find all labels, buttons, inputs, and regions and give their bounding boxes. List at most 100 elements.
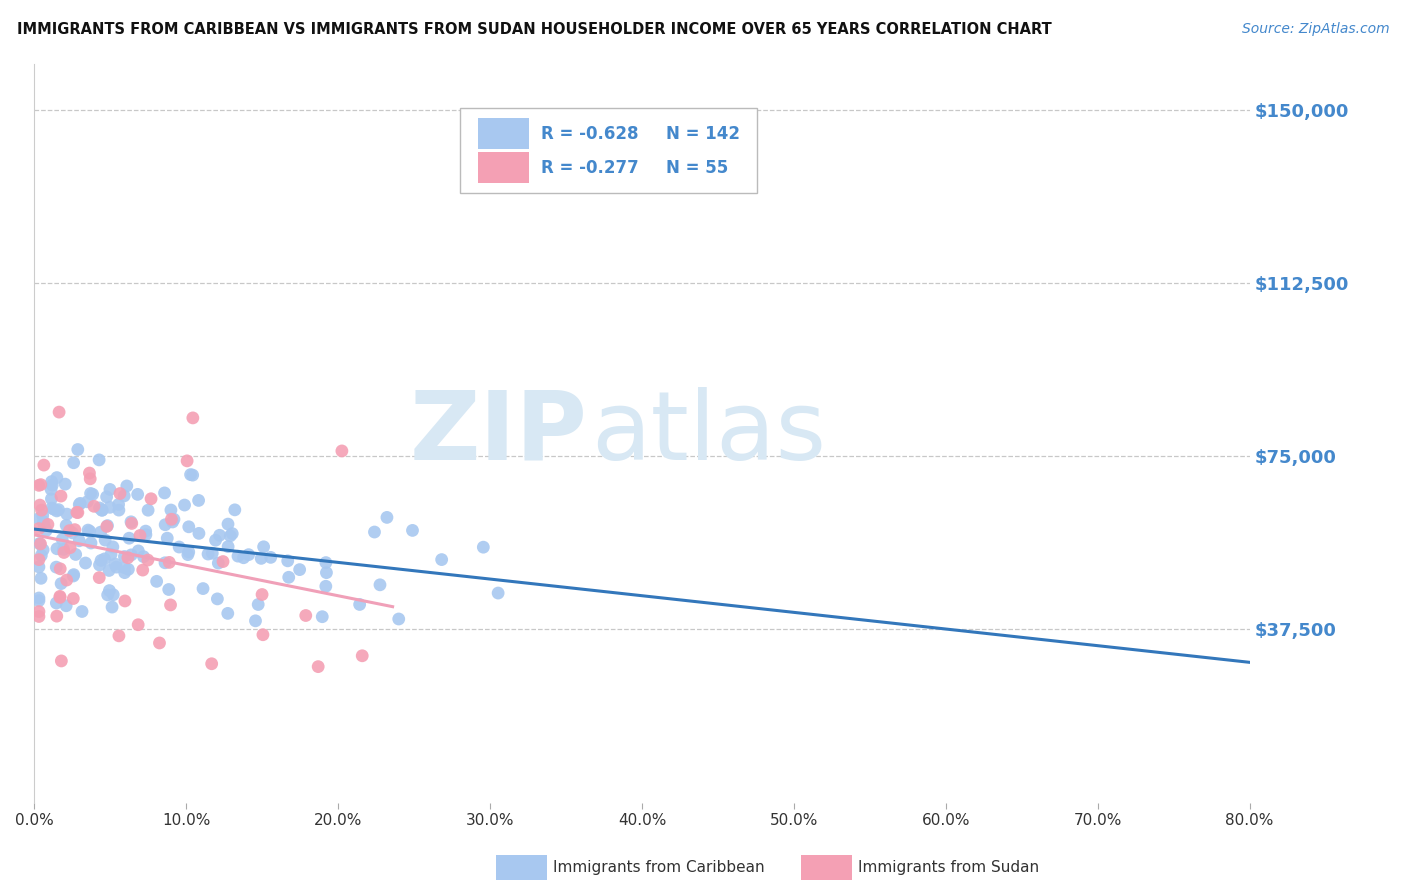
Point [162,515,184,529]
Point [32,515,55,529]
Point [148,636,170,650]
Point [176,454,198,468]
Point [201,546,224,560]
Point [187,526,209,541]
Point [153,517,176,532]
Point [103,588,125,602]
Point [55,599,77,613]
Point [311,609,333,624]
Point [118,531,141,545]
Point [136,553,159,567]
Point [117,550,139,565]
Point [28,511,51,525]
Point [177,520,200,534]
Point [208,528,231,542]
Point [98,483,121,497]
Point [96,518,118,533]
Point [112,489,135,503]
Point [28,593,51,607]
Point [91,503,114,517]
Point [45,596,67,610]
Point [226,549,249,563]
Point [167,540,190,554]
Point [30,549,52,563]
Point [181,468,204,483]
Point [207,591,229,606]
Point [207,556,229,570]
Point [221,526,243,541]
Point [315,579,337,593]
Point [108,486,131,500]
Point [145,574,167,589]
Point [80,536,103,550]
Point [37,517,59,532]
Point [35,524,58,538]
Point [201,657,224,671]
Point [98,500,121,515]
Point [153,486,176,500]
Point [250,587,273,601]
Point [41,501,63,516]
FancyBboxPatch shape [478,119,529,149]
Point [108,503,131,517]
Point [349,598,371,612]
Point [28,498,51,512]
Point [48,405,70,419]
Point [132,549,155,564]
Point [117,562,139,576]
Point [87,453,110,467]
Point [41,475,63,489]
Text: R = -0.277: R = -0.277 [541,159,638,177]
Point [115,479,138,493]
Point [97,588,120,602]
Point [90,503,112,517]
Point [107,497,129,511]
Point [108,629,131,643]
Text: N = 142: N = 142 [666,125,741,143]
Text: Immigrants from Caribbean: Immigrants from Caribbean [553,860,765,874]
Point [163,512,186,526]
Point [45,560,67,574]
Point [66,505,89,519]
Point [135,527,157,541]
Point [153,556,176,570]
Point [42,502,65,516]
Point [139,491,162,506]
Point [56,507,79,521]
Point [375,510,398,524]
Point [277,554,299,568]
Point [129,528,152,542]
Point [294,608,316,623]
Point [253,540,276,554]
Point [104,557,127,571]
Point [49,562,72,576]
Point [89,500,111,515]
Text: R = -0.628: R = -0.628 [541,125,638,143]
Point [132,563,155,577]
Point [238,548,260,562]
Point [53,477,76,491]
Point [30,537,52,551]
Point [30,477,52,491]
Point [224,503,246,517]
Point [101,600,124,615]
Point [177,545,200,559]
Point [330,444,353,458]
Point [79,472,101,486]
FancyBboxPatch shape [460,108,758,194]
Point [135,524,157,538]
Point [204,533,226,548]
Point [66,506,89,520]
Point [93,552,115,566]
Point [75,556,97,570]
Point [45,609,67,624]
Point [173,498,195,512]
Point [100,548,122,562]
Point [191,582,214,596]
Point [52,545,75,559]
Point [66,442,89,457]
Point [65,548,87,562]
Point [401,524,423,538]
Point [307,659,329,673]
Point [160,503,183,517]
